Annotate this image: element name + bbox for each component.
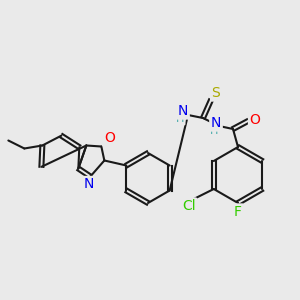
Text: F: F <box>234 205 242 219</box>
Text: N: N <box>83 178 94 191</box>
Text: N: N <box>211 116 221 130</box>
Text: H: H <box>176 114 184 124</box>
Text: Cl: Cl <box>182 199 196 213</box>
Text: O: O <box>250 113 260 127</box>
Text: S: S <box>212 86 220 100</box>
Text: O: O <box>104 131 115 146</box>
Text: N: N <box>178 104 188 118</box>
Text: H: H <box>210 126 218 136</box>
